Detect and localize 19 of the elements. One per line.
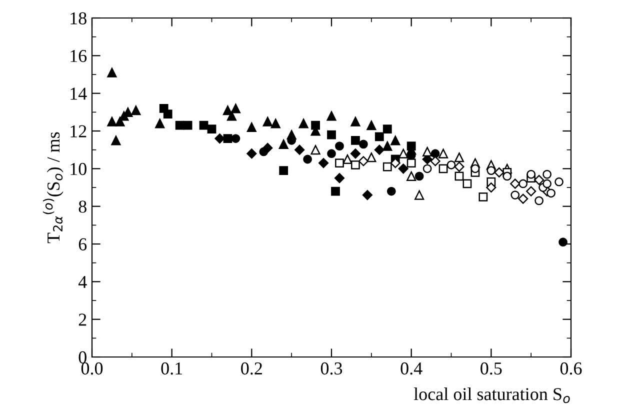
x-tick-label: 0.4 [400, 362, 422, 375]
x-tick-label: 0.6 [560, 362, 582, 375]
y-tick-label: 12 [70, 125, 86, 138]
x-tick-label: 0.0 [81, 362, 103, 375]
y-tick-label: 0 [78, 351, 86, 364]
y-tick-label: 18 [70, 12, 86, 24]
x-axis-title: local oil saturation S$_{o}$ [414, 388, 570, 404]
y-axis-title: T$_{2α}$$^{(o)}$(S$_{o}$) / ms [42, 132, 64, 244]
y-tick-label: 6 [78, 238, 87, 250]
y-tick-label: 10 [70, 162, 86, 176]
y-tick-label: 4 [78, 276, 87, 288]
y-tick-label: 16 [70, 50, 87, 62]
x-tick-label: 0.2 [241, 362, 262, 375]
y-tick-label: 14 [70, 88, 87, 100]
y-tick-label: 8 [78, 200, 86, 213]
x-tick-label: 0.5 [480, 362, 502, 375]
x-tick-label: 0.3 [320, 362, 342, 375]
x-tick-label: 0.1 [161, 362, 182, 375]
y-tick-label: 2 [78, 314, 86, 326]
